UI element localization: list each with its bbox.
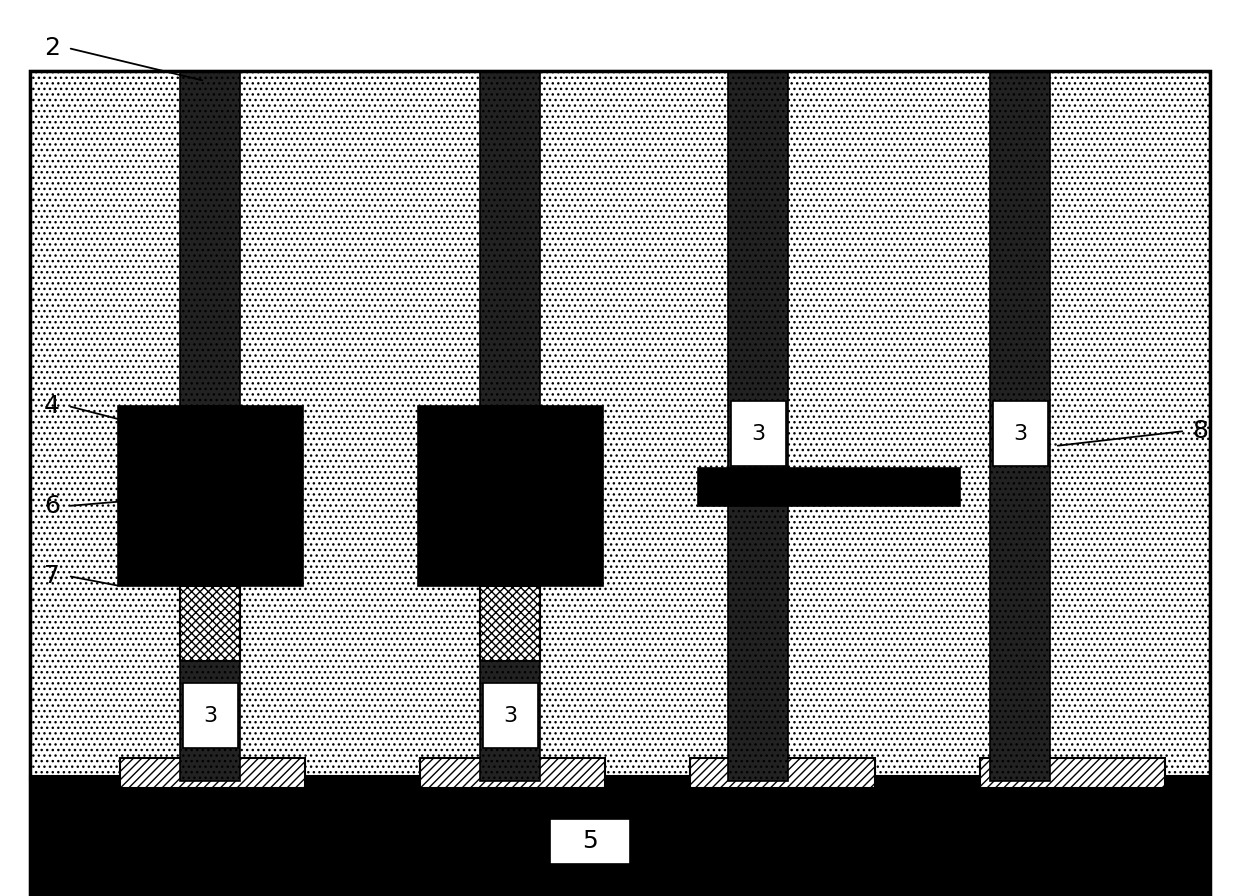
Bar [482, 683, 537, 748]
Bar [180, 71, 241, 406]
Bar [990, 71, 1050, 781]
Text: 3: 3 [203, 705, 217, 726]
Bar [698, 468, 960, 506]
Text: 3: 3 [1013, 424, 1027, 444]
Bar [551, 819, 630, 864]
Bar [420, 758, 605, 788]
Bar [182, 683, 238, 748]
Bar [689, 758, 875, 788]
Bar [480, 71, 539, 406]
Bar [418, 406, 603, 586]
Text: 8: 8 [1192, 419, 1208, 443]
Bar [728, 71, 787, 781]
Bar [180, 661, 241, 781]
Bar [992, 401, 1048, 466]
Bar [118, 406, 303, 586]
Bar [980, 758, 1166, 788]
Bar [480, 586, 539, 661]
Bar [120, 758, 305, 788]
Text: 4: 4 [43, 394, 60, 418]
Text: 6: 6 [43, 494, 60, 518]
Bar [730, 401, 785, 466]
Text: 7: 7 [45, 564, 60, 588]
Bar [180, 586, 241, 661]
Text: 3: 3 [503, 705, 517, 726]
Bar [30, 776, 1210, 896]
Bar [480, 661, 539, 781]
Text: 2: 2 [43, 36, 60, 60]
Text: 3: 3 [751, 424, 765, 444]
Bar [30, 71, 1210, 781]
Text: 5: 5 [582, 829, 598, 853]
